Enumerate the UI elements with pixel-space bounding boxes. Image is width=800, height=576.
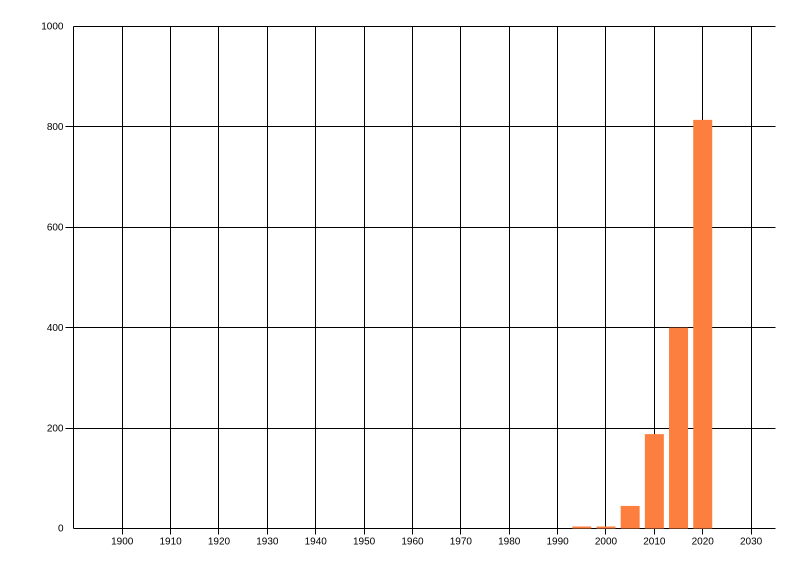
svg-text:1950: 1950 <box>353 536 376 547</box>
svg-text:600: 600 <box>47 223 64 234</box>
svg-text:1930: 1930 <box>256 536 279 547</box>
svg-text:2010: 2010 <box>643 536 666 547</box>
svg-text:1960: 1960 <box>401 536 424 547</box>
svg-text:2030: 2030 <box>740 536 763 547</box>
svg-text:2000: 2000 <box>595 536 618 547</box>
svg-text:1990: 1990 <box>546 536 569 547</box>
svg-text:2020: 2020 <box>692 536 715 547</box>
svg-text:200: 200 <box>47 424 64 435</box>
svg-text:0: 0 <box>58 524 64 535</box>
svg-text:1970: 1970 <box>450 536 473 547</box>
svg-text:1900: 1900 <box>111 536 134 547</box>
svg-text:1000: 1000 <box>41 22 64 33</box>
svg-text:1920: 1920 <box>208 536 231 547</box>
svg-text:1980: 1980 <box>498 536 521 547</box>
svg-text:800: 800 <box>47 122 64 133</box>
svg-text:1940: 1940 <box>305 536 328 547</box>
svg-text:400: 400 <box>47 323 64 334</box>
svg-text:1910: 1910 <box>159 536 182 547</box>
